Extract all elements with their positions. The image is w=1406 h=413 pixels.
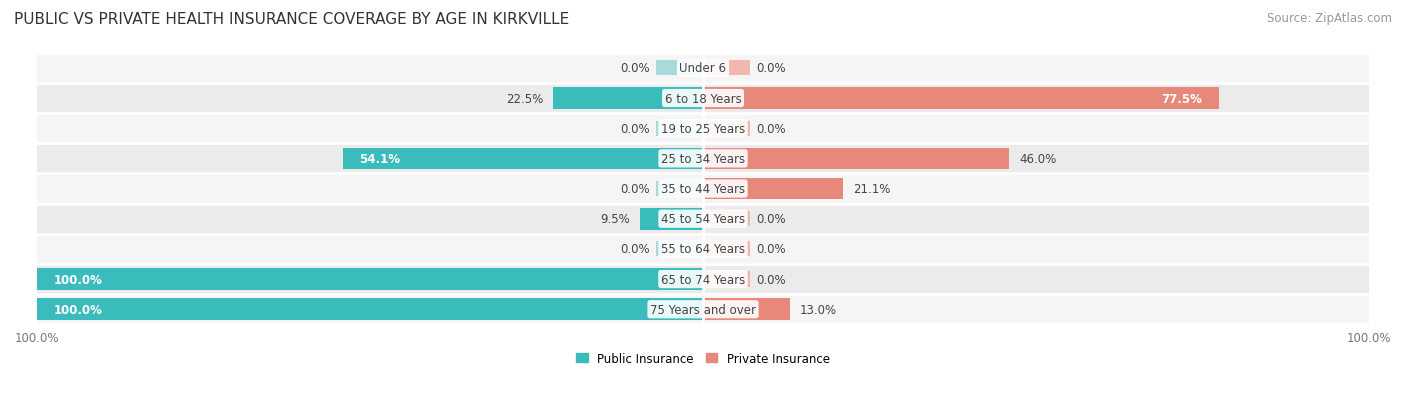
Text: 65 to 74 Years: 65 to 74 Years <box>661 273 745 286</box>
Bar <box>703 88 1219 109</box>
Bar <box>703 121 749 136</box>
Bar <box>37 204 1369 234</box>
Text: 0.0%: 0.0% <box>756 243 786 256</box>
Text: 22.5%: 22.5% <box>506 92 543 105</box>
Bar <box>703 211 749 227</box>
Text: Source: ZipAtlas.com: Source: ZipAtlas.com <box>1267 12 1392 25</box>
Bar <box>37 114 1369 144</box>
Bar <box>703 299 790 320</box>
Text: 100.0%: 100.0% <box>53 273 103 286</box>
Text: PUBLIC VS PRIVATE HEALTH INSURANCE COVERAGE BY AGE IN KIRKVILLE: PUBLIC VS PRIVATE HEALTH INSURANCE COVER… <box>14 12 569 27</box>
Bar <box>703 272 749 287</box>
Bar <box>703 61 749 76</box>
Text: 75 Years and over: 75 Years and over <box>650 303 756 316</box>
Bar <box>657 181 703 197</box>
Bar <box>37 174 1369 204</box>
Text: 25 to 34 Years: 25 to 34 Years <box>661 152 745 166</box>
Legend: Public Insurance, Private Insurance: Public Insurance, Private Insurance <box>571 347 835 370</box>
Text: 0.0%: 0.0% <box>620 183 650 196</box>
Text: 54.1%: 54.1% <box>360 152 401 166</box>
Bar <box>37 144 1369 174</box>
Text: 0.0%: 0.0% <box>620 122 650 135</box>
Bar <box>37 299 703 320</box>
Text: 0.0%: 0.0% <box>756 213 786 225</box>
Text: 0.0%: 0.0% <box>756 273 786 286</box>
Bar <box>657 61 703 76</box>
Bar <box>37 294 1369 325</box>
Text: 9.5%: 9.5% <box>600 213 630 225</box>
Text: 19 to 25 Years: 19 to 25 Years <box>661 122 745 135</box>
Bar <box>37 84 1369 114</box>
Text: Under 6: Under 6 <box>679 62 727 75</box>
Text: 0.0%: 0.0% <box>620 62 650 75</box>
Text: 46.0%: 46.0% <box>1019 152 1056 166</box>
Text: 55 to 64 Years: 55 to 64 Years <box>661 243 745 256</box>
Bar <box>703 148 1010 170</box>
Text: 0.0%: 0.0% <box>620 243 650 256</box>
Text: 45 to 54 Years: 45 to 54 Years <box>661 213 745 225</box>
Bar <box>37 268 703 290</box>
Text: 77.5%: 77.5% <box>1161 92 1202 105</box>
Bar <box>343 148 703 170</box>
Text: 35 to 44 Years: 35 to 44 Years <box>661 183 745 196</box>
Bar <box>37 264 1369 294</box>
Text: 100.0%: 100.0% <box>53 303 103 316</box>
Text: 0.0%: 0.0% <box>756 122 786 135</box>
Bar <box>37 54 1369 84</box>
Bar <box>640 208 703 230</box>
Bar <box>657 242 703 257</box>
Bar <box>657 121 703 136</box>
Bar <box>37 234 1369 264</box>
Text: 21.1%: 21.1% <box>853 183 891 196</box>
Text: 6 to 18 Years: 6 to 18 Years <box>665 92 741 105</box>
Text: 0.0%: 0.0% <box>756 62 786 75</box>
Bar <box>703 242 749 257</box>
Bar <box>553 88 703 109</box>
Text: 13.0%: 13.0% <box>800 303 837 316</box>
Bar <box>703 178 844 200</box>
